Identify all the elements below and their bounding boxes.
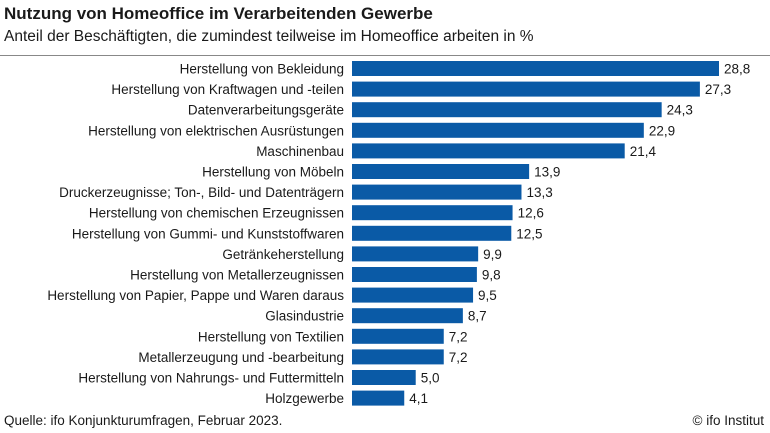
- category-label: Druckerzeugnisse; Ton-, Bild- und Datent…: [59, 185, 344, 200]
- chart-title: Nutzung von Homeoffice im Verarbeitenden…: [4, 4, 433, 23]
- value-label: 22,9: [649, 123, 675, 138]
- category-label: Herstellung von elektrischen Ausrüstunge…: [88, 123, 344, 138]
- bar: [352, 287, 474, 303]
- bar: [352, 61, 719, 76]
- category-label: Herstellung von Kraftwagen und -teilen: [111, 82, 344, 97]
- category-label: Herstellung von Metallerzeugnissen: [130, 268, 344, 283]
- value-label: 24,3: [667, 103, 693, 118]
- chart-subtitle: Anteil der Beschäftigten, die zumindest …: [4, 28, 534, 45]
- bar: [352, 102, 662, 118]
- category-label: Herstellung von Bekleidung: [180, 62, 344, 77]
- value-label: 5,0: [421, 371, 440, 386]
- value-label: 13,3: [526, 185, 552, 200]
- category-label: Metallerzeugung und -bearbeitung: [138, 350, 344, 365]
- bar: [352, 349, 444, 365]
- value-label: 28,8: [724, 62, 750, 77]
- category-label: Glasindustrie: [265, 309, 344, 324]
- bar: [352, 370, 416, 385]
- value-label: 13,9: [534, 165, 560, 180]
- bar: [352, 184, 522, 200]
- bar: [352, 143, 625, 159]
- value-label: 8,7: [468, 309, 487, 324]
- value-label: 9,8: [482, 268, 501, 283]
- category-label: Herstellung von Nahrungs- und Futtermitt…: [78, 371, 344, 386]
- value-label: 27,3: [705, 82, 731, 97]
- copyright-note: © ifo Institut: [692, 413, 764, 428]
- bar: [352, 267, 477, 282]
- header-divider: [0, 55, 770, 56]
- value-label: 12,5: [516, 226, 542, 241]
- category-label: Herstellung von Möbeln: [202, 165, 344, 180]
- value-label: 9,9: [483, 247, 502, 262]
- value-label: 7,2: [449, 329, 468, 344]
- bar: [352, 246, 479, 262]
- source-note: Quelle: ifo Konjunkturumfragen, Februar …: [4, 413, 283, 428]
- bar: [352, 164, 530, 179]
- category-label: Getränkeherstellung: [222, 247, 344, 262]
- value-label: 12,6: [518, 206, 544, 221]
- bar: [352, 81, 700, 97]
- category-label: Herstellung von Gummi- und Kunststoffwar…: [72, 226, 344, 241]
- value-label: 9,5: [478, 288, 497, 303]
- value-label: 7,2: [449, 350, 468, 365]
- category-label: Herstellung von chemischen Erzeugnissen: [89, 206, 344, 221]
- value-label: 4,1: [409, 391, 428, 406]
- category-label: Maschinenbau: [256, 144, 344, 159]
- bar: [352, 205, 513, 221]
- bar: [352, 390, 405, 406]
- bar: [352, 225, 512, 241]
- bar: [352, 122, 644, 138]
- value-label: 21,4: [630, 144, 657, 159]
- bar: [352, 328, 444, 344]
- category-label: Herstellung von Textilien: [198, 329, 344, 344]
- bar: [352, 308, 463, 324]
- category-label: Holzgewerbe: [265, 391, 344, 406]
- category-label: Herstellung von Papier, Pappe und Waren …: [47, 288, 344, 303]
- category-label: Datenverarbeitungsgeräte: [188, 103, 344, 118]
